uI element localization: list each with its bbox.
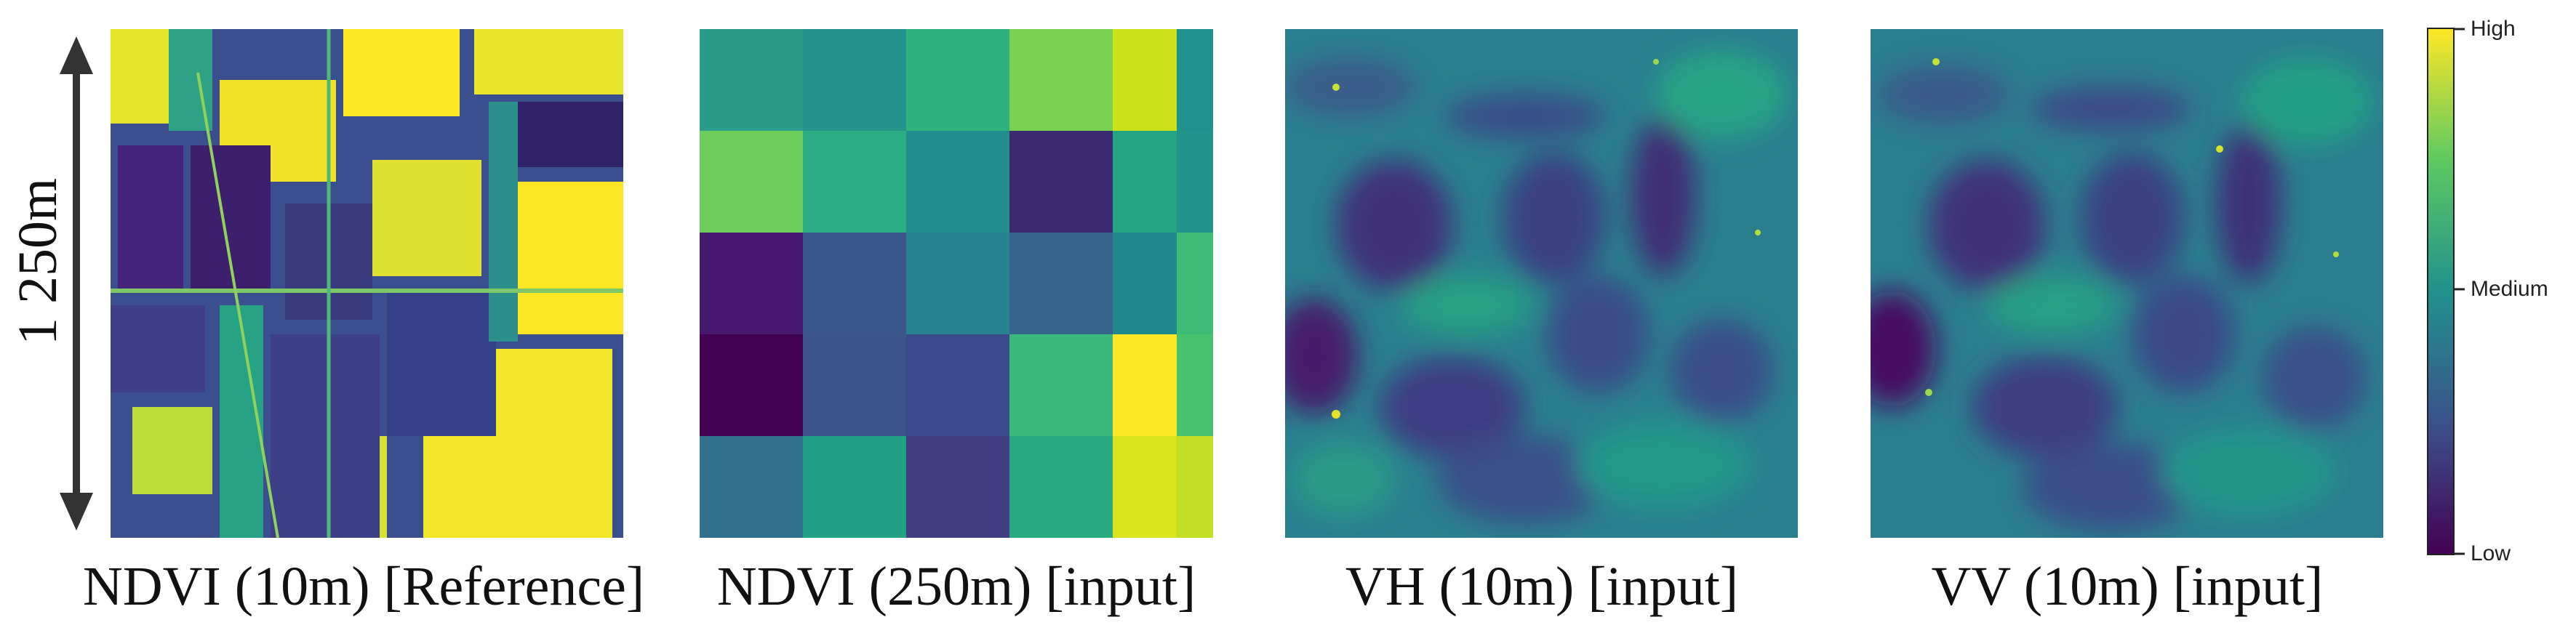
colorbar-ticks	[2455, 28, 2465, 555]
ndvi-10m-image	[111, 29, 623, 538]
scale-label: 1 250m	[7, 177, 68, 345]
colorbar	[2427, 28, 2455, 555]
vv-10m-caption: VV (10m) [input]	[1931, 556, 2324, 617]
ndvi-250m-caption: NDVI (250m) [input]	[716, 556, 1196, 617]
colorbar-high-label: High	[2471, 17, 2516, 41]
scale-arrow	[60, 36, 93, 531]
vh-10m-image	[1285, 29, 1798, 538]
ndvi-10m-caption: NDVI (10m) [Reference]	[82, 556, 645, 617]
vh-10m-caption: VH (10m) [input]	[1345, 556, 1739, 617]
vv-10m-image	[1871, 29, 2383, 538]
colorbar-low-label: Low	[2471, 541, 2511, 565]
colorbar-medium-label: Medium	[2471, 277, 2548, 301]
ndvi-250m-image	[700, 29, 1213, 538]
